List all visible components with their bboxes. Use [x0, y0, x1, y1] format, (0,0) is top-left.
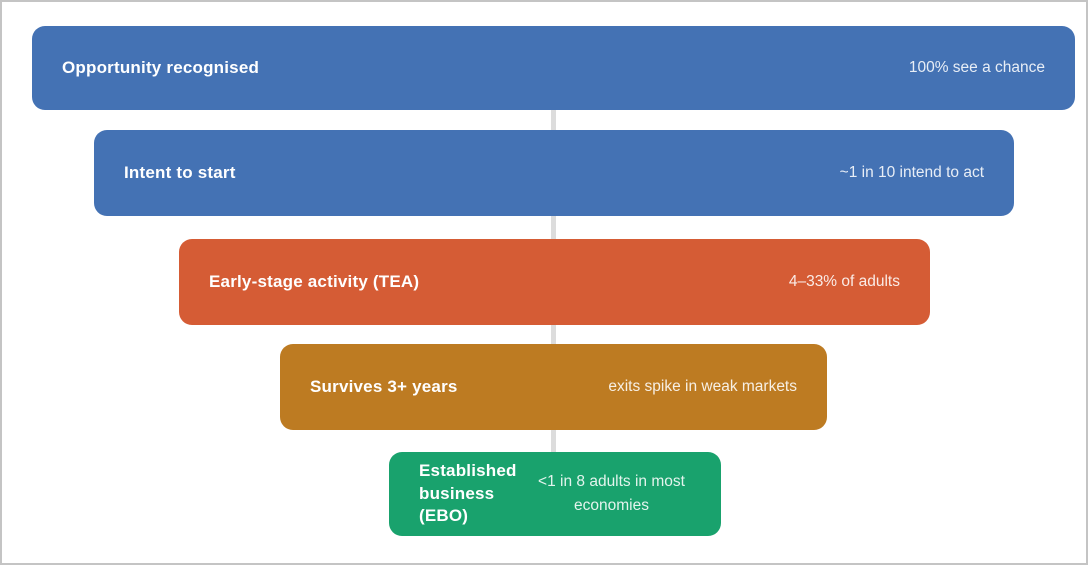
stage-opportunity-recognised: Opportunity recognised 100% see a chance	[32, 26, 1075, 110]
stage-value: <1 in 8 adults in most economies	[538, 472, 685, 514]
stage-intent-to-start: Intent to start ~1 in 10 intend to act	[94, 130, 1014, 216]
stage-value: exits spike in weak markets	[608, 378, 797, 395]
connector-line	[551, 325, 556, 344]
connector-line	[551, 110, 556, 130]
stage-label: Early-stage activity (TEA)	[209, 272, 420, 291]
stage-survives-3-years: Survives 3+ years exits spike in weak ma…	[280, 344, 827, 430]
stage-established-business-ebo: Established business (EBO) <1 in 8 adult…	[389, 452, 721, 536]
stage-label: Established business (EBO)	[419, 461, 517, 526]
stage-value: 100% see a chance	[908, 59, 1045, 76]
stage-early-stage-activity-tea: Early-stage activity (TEA) 4–33% of adul…	[179, 239, 930, 325]
connector-line	[551, 216, 556, 239]
stage-label: Intent to start	[124, 163, 236, 182]
connector-line	[551, 430, 556, 452]
stage-value: 4–33% of adults	[788, 273, 900, 290]
stage-value: ~1 in 10 intend to act	[839, 164, 984, 181]
stage-label: Opportunity recognised	[62, 58, 260, 77]
stage-label: Survives 3+ years	[310, 377, 458, 396]
